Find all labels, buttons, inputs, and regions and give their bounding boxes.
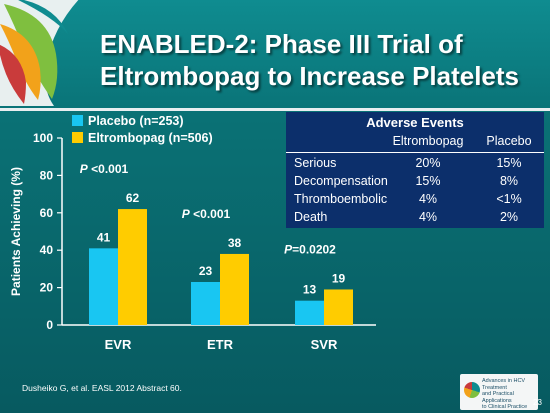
bar-value-label: 62 [126, 191, 140, 205]
ae-row-eltrombopag: 20% [415, 156, 441, 170]
adverse-events-title: Adverse Events [366, 115, 464, 130]
p-value-label: P <0.001 [80, 162, 129, 176]
adverse-events-col-eltrombopag: Eltrombopag [392, 134, 464, 148]
ae-row-placebo: 2% [499, 210, 519, 224]
y-tick-label: 0 [46, 318, 53, 332]
ae-row-eltrombopag: 4% [418, 192, 438, 206]
ae-row-eltrombopag: 4% [418, 210, 438, 224]
p-value-label: P <0.001 [182, 207, 231, 221]
legend-label: Eltrombopag (n=506) [88, 131, 213, 145]
adverse-events-row: Thromboembolic 4% <1% [286, 192, 544, 210]
adverse-events-row: Serious 20% 15% [286, 156, 544, 174]
ae-row-label: Thromboembolic [294, 192, 388, 206]
header-band: ENABLED-2: Phase III Trial of Eltrombopa… [0, 0, 550, 111]
adverse-events-col-placebo: Placebo [486, 134, 532, 148]
x-tick-label: SVR [311, 337, 338, 352]
ribbon-logo-icon [0, 0, 79, 106]
conference-logo: Advances in HCV Treatment and Practical … [460, 374, 538, 410]
ae-row-placebo: <1% [496, 192, 522, 206]
y-tick-label: 80 [40, 168, 54, 182]
bar-value-label: 23 [199, 264, 213, 278]
ae-row-placebo: 8% [499, 174, 519, 188]
ae-row-label: Death [294, 210, 328, 224]
legend-swatch-placebo [72, 115, 83, 126]
conference-logo-line: to Clinical Practice [482, 404, 528, 410]
legend-swatch-eltrombopag [72, 132, 83, 143]
adverse-events-row: Decompensation 15% 8% [286, 174, 544, 192]
slide-title-line-2: Eltrombopag to Increase Platelets [100, 61, 520, 91]
ae-row-label: Serious [294, 156, 337, 170]
page-number: 23 [533, 398, 542, 407]
bar-eltrombopag [324, 289, 353, 325]
y-tick-label: 20 [40, 281, 54, 295]
conference-logo-text: Advances in HCV Treatment and Practical … [482, 378, 536, 411]
bar-placebo [89, 248, 118, 325]
bar-value-label: 38 [228, 236, 242, 250]
adverse-events-header-row: Eltrombopag Placebo [286, 134, 544, 153]
x-tick-label: ETR [207, 337, 234, 352]
y-tick-label: 40 [40, 243, 54, 257]
citation-footnote: Dusheiko G, et al. EASL 2012 Abstract 60… [22, 383, 182, 393]
conference-logo-line: Advances in HCV Treatment [482, 378, 526, 391]
bar-value-label: 41 [97, 230, 111, 244]
y-axis-label: Patients Achieving (%) [9, 167, 23, 296]
bar-value-label: 13 [303, 283, 317, 297]
conference-logo-icon [464, 382, 480, 398]
bar-eltrombopag [118, 209, 147, 325]
conference-logo-line: and Practical Applications [482, 391, 514, 404]
ae-row-placebo: 15% [496, 156, 522, 170]
adverse-events-row: Death 4% 2% [286, 210, 544, 228]
slide-title-line-1: ENABLED-2: Phase III Trial of [100, 29, 463, 59]
bar-placebo [191, 281, 220, 325]
bar-placebo [295, 300, 324, 325]
ae-row-label: Decompensation [294, 174, 388, 188]
bar-value-label: 19 [332, 271, 346, 285]
ae-row-eltrombopag: 15% [415, 174, 441, 188]
y-tick-label: 60 [40, 206, 54, 220]
adverse-events-table: Adverse Events Eltrombopag Placebo Serio… [286, 112, 544, 228]
p-value-label: P=0.0202 [284, 242, 336, 256]
legend-label: Placebo (n=253) [88, 114, 184, 128]
y-tick-label: 100 [33, 131, 53, 145]
bar-chart: 0 20 40 60 80 100 Patients Achieving (%) 41 62 EV… [9, 114, 376, 352]
slide-title: ENABLED-2: Phase III Trial of Eltrombopa… [100, 28, 540, 92]
x-tick-label: EVR [105, 337, 132, 352]
bar-eltrombopag [220, 253, 249, 325]
